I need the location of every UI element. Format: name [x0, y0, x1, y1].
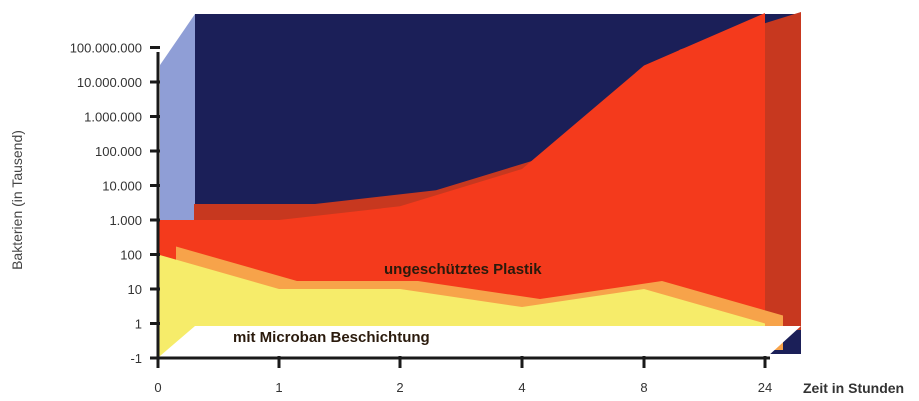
y-tick-label: -1 [130, 351, 142, 366]
x-tick-label: 0 [154, 380, 161, 395]
y-tick-label: 100.000 [95, 144, 142, 159]
x-tick-label: 4 [518, 380, 525, 395]
y-tick-label: 10.000 [102, 179, 142, 194]
y-tick-label: 1.000.000 [84, 110, 142, 125]
x-axis: 0 1 2 4 8 24 [154, 356, 772, 395]
series-label-microban: mit Microban Beschichtung [233, 329, 430, 346]
series-area-unprotected [158, 13, 765, 356]
series-label-unprotected: ungeschütztes Plastik [384, 261, 542, 278]
y-tick-label: 100 [120, 248, 142, 263]
x-tick-label: 1 [275, 380, 282, 395]
x-axis-title: Zeit in Stunden [803, 380, 904, 396]
y-axis: -1 1 10 100 1.000 10.000 100.000 1.000.000 10.00… [70, 41, 160, 366]
left-wall [160, 14, 195, 262]
y-tick-label: 1 [135, 317, 142, 332]
x-tick-label: 24 [758, 380, 772, 395]
plot-floor [160, 326, 801, 356]
y-ticks: -1 1 10 100 1.000 10.000 100.000 1.000.000 10.00… [70, 41, 160, 366]
y-tick-label: 10.000.000 [77, 75, 142, 90]
y-tick-label: 10 [128, 282, 142, 297]
x-tick-label: 2 [396, 380, 403, 395]
x-tick-label: 8 [640, 380, 647, 395]
x-ticks: 0 1 2 4 8 24 [154, 356, 772, 395]
y-tick-label: 100.000.000 [70, 41, 142, 56]
y-tick-label: 1.000 [109, 213, 142, 228]
y-axis-title: Bakterien (in Tausend) [9, 130, 25, 270]
